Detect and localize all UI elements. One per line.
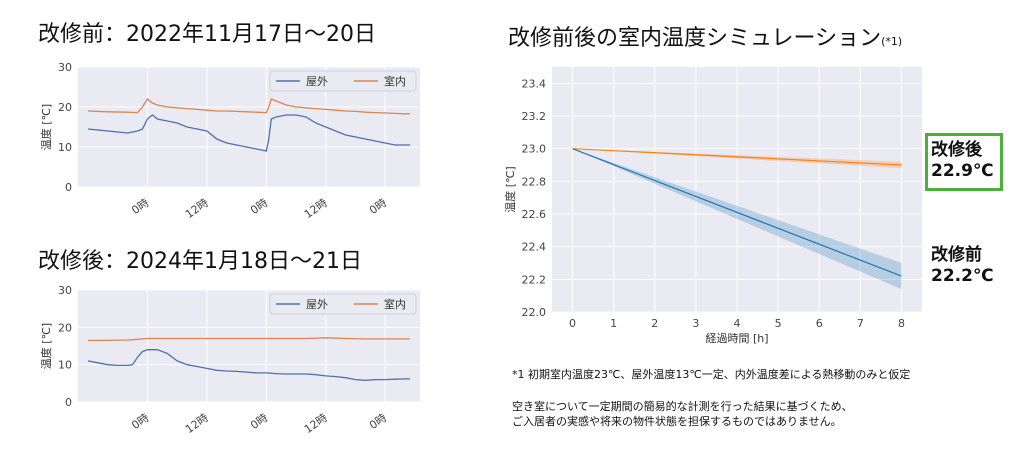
before-xtick-label: 0時 [248, 196, 270, 217]
before-legend-label: 屋外 [306, 75, 328, 88]
before-annotation: 改修前 22.2℃ [931, 245, 994, 287]
before-annotation-value: 22.2℃ [931, 266, 994, 286]
sim-xtick-label: 4 [734, 317, 741, 330]
before-ytick-label: 30 [58, 61, 72, 74]
sim-ytick-label: 23.4 [522, 77, 547, 90]
title-before: 改修前：2022年11月17日～20日 [38, 22, 376, 47]
sim-series-after-band [572, 148, 902, 169]
sim-ytick-label: 23.2 [522, 110, 547, 123]
after-series-outdoor [87, 349, 410, 381]
after-xtick-label: 12時 [302, 411, 330, 436]
before-xtick-label: 12時 [183, 196, 211, 221]
sim-ytick-label: 23.0 [522, 143, 547, 156]
before-legend-label: 室内 [384, 74, 406, 88]
sim-xtick-label: 3 [692, 317, 699, 330]
sim-xtick-label: 5 [775, 317, 782, 330]
note-disclaimer-2: ご入居者の実感や将来の物件状態を担保するものではありません。 [512, 415, 842, 428]
after-legend-label: 屋外 [306, 298, 328, 311]
sim-y-axis-label: 温度 [℃] [503, 166, 517, 212]
after-xtick-label: 12時 [183, 411, 211, 436]
after-y-axis-label: 温度 [℃] [39, 323, 53, 369]
after-ytick-label: 30 [58, 284, 72, 297]
after-legend-box [269, 293, 417, 315]
after-ytick-label: 0 [65, 396, 72, 409]
before-ytick-label: 0 [65, 181, 72, 194]
sim-ytick-label: 22.4 [522, 241, 547, 254]
before-xtick-label: 12時 [302, 196, 330, 221]
sim-xtick-label: 2 [651, 317, 658, 330]
before-xtick-label: 0時 [367, 196, 389, 217]
sim-ytick-label: 22.0 [522, 306, 547, 319]
after-highlight-box [925, 133, 1003, 191]
note-assumption: *1 初期室内温度23℃、屋外温度13℃一定、内外温度差による熱移動のみと仮定 [512, 368, 911, 381]
before-ytick-label: 10 [58, 141, 72, 154]
before-series-indoor [87, 98, 410, 115]
sim-ytick-label: 22.8 [522, 175, 547, 188]
after-ytick-label: 10 [58, 359, 72, 372]
sim-xtick-label: 0 [569, 317, 576, 330]
after-annotation-label: 改修後 [931, 140, 982, 160]
title-after: 改修後：2024年1月18日～21日 [38, 249, 362, 274]
after-annotation: 改修後 22.9℃ [931, 140, 994, 182]
note-disclaimer-1: 空き室について一定期間の簡易的な計測を行った結果に基づくため、 [512, 400, 853, 413]
after-series-indoor [88, 337, 410, 342]
sim-x-axis-label: 経過時間 [h] [705, 332, 768, 345]
before-ytick-label: 20 [58, 101, 72, 114]
sim-xtick-label: 8 [898, 317, 905, 330]
sim-ytick-label: 22.2 [522, 273, 547, 286]
before-series-outdoor [87, 114, 410, 152]
after-xtick-label: 0時 [248, 411, 270, 432]
title-sim-text: 改修前後の室内温度シミュレーション [508, 26, 882, 51]
sim-series-before [572, 148, 902, 277]
sim-series-after [572, 148, 902, 166]
sim-xtick-label: 7 [857, 317, 864, 330]
after-annotation-value: 22.9℃ [931, 161, 994, 181]
before-legend-box [269, 70, 417, 92]
before-y-axis-label: 温度 [℃] [39, 104, 53, 150]
sim-xtick-label: 6 [816, 317, 823, 330]
sim-series-before-band [572, 148, 902, 290]
after-ytick-label: 20 [58, 321, 72, 334]
sim-xtick-label: 1 [610, 317, 617, 330]
after-xtick-label: 0時 [129, 411, 151, 432]
after-legend-label: 室内 [384, 297, 406, 311]
sim-ytick-label: 22.6 [522, 208, 547, 221]
before-xtick-label: 0時 [129, 196, 151, 217]
title-sim: 改修前後の室内温度シミュレーション(*1) [508, 20, 902, 52]
title-sim-note-mark: (*1) [881, 35, 903, 48]
before-annotation-label: 改修前 [931, 245, 982, 265]
after-xtick-label: 0時 [367, 411, 389, 432]
